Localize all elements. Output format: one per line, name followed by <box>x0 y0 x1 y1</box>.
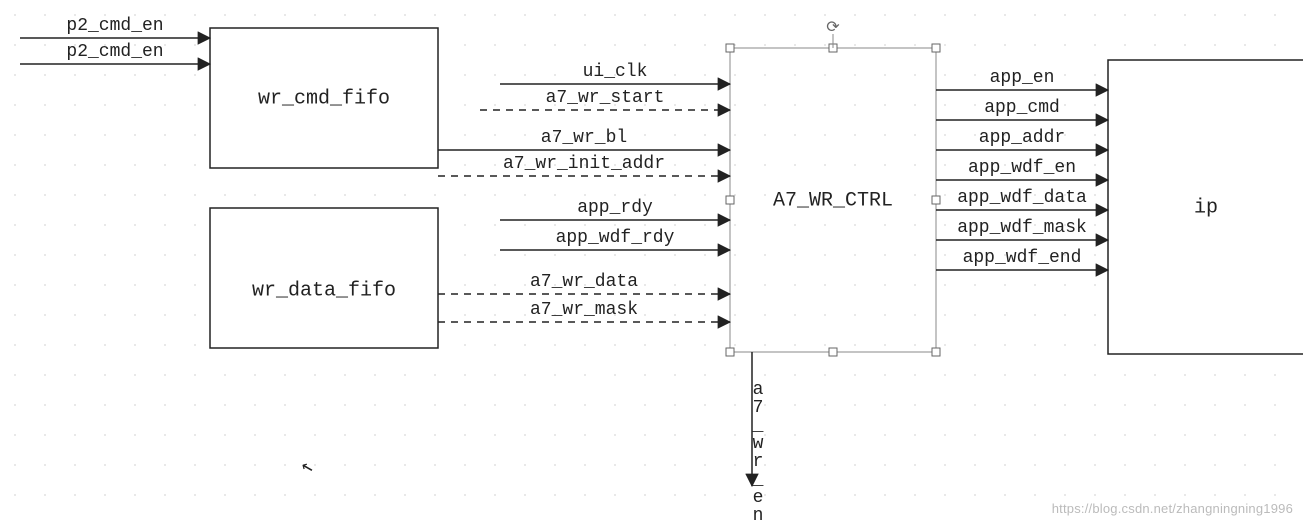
signal-label: app_wdf_mask <box>957 218 1087 238</box>
signal-label: app_wdf_rdy <box>556 228 675 248</box>
box-label: wr_data_fifo <box>252 279 396 302</box>
signal-label: a7_wr_data <box>530 272 638 292</box>
block-a7-wr-ctrl[interactable]: A7_WR_CTRL ⟳ <box>726 19 940 356</box>
handle-ne[interactable] <box>932 44 940 52</box>
handle-sw[interactable] <box>726 348 734 356</box>
block-wr-cmd-fifo: wr_cmd_fifo <box>210 28 438 168</box>
signal-label: p2_cmd_en <box>66 16 163 36</box>
signal-label: p2_cmd_en <box>66 42 163 62</box>
diagram-canvas: wr_cmd_fifo wr_data_fifo A7_WR_CTRL ⟳ ip <box>0 0 1303 522</box>
signal-label: app_cmd <box>984 98 1060 118</box>
handle-s[interactable] <box>829 348 837 356</box>
signal-label: app_rdy <box>577 198 653 218</box>
block-wr-data-fifo: wr_data_fifo <box>210 208 438 348</box>
signal-label: a7_wr_start <box>546 88 665 108</box>
signal-a7-wr-end: a7_wr_end <box>748 352 768 522</box>
handle-nw[interactable] <box>726 44 734 52</box>
block-ip: ip <box>1108 60 1303 354</box>
signal-label: app_addr <box>979 128 1065 148</box>
signals-to-ip: app_en app_cmd app_addr app_wdf_en app_wdf_d… <box>936 68 1108 270</box>
signal-label: a7_wr_end <box>748 380 768 522</box>
signal-label: ui_clk <box>583 62 648 82</box>
box-label: wr_cmd_fifo <box>258 87 390 110</box>
signal-label: app_wdf_data <box>957 188 1087 208</box>
signal-label: app_en <box>990 68 1055 88</box>
signals-to-ctrl: ui_clk a7_wr_start a7_wr_bl a7_wr_init_addr… <box>438 62 730 322</box>
handle-se[interactable] <box>932 348 940 356</box>
handle-e[interactable] <box>932 196 940 204</box>
rotate-icon[interactable]: ⟳ <box>826 19 840 37</box>
signal-label: a7_wr_bl <box>541 128 627 148</box>
signals-in-left: p2_cmd_en p2_cmd_en <box>20 16 210 64</box>
watermark-text: https://blog.csdn.net/zhangningning1996 <box>1052 501 1293 516</box>
box-rect <box>210 208 438 348</box>
signal-label: app_wdf_en <box>968 158 1076 178</box>
box-label: A7_WR_CTRL <box>773 189 893 212</box>
rotate-handle[interactable]: ⟳ <box>826 19 840 48</box>
handle-w[interactable] <box>726 196 734 204</box>
signal-label: a7_wr_mask <box>530 300 638 320</box>
signal-label: a7_wr_init_addr <box>503 154 665 174</box>
signal-label: app_wdf_end <box>963 248 1082 268</box>
box-label: ip <box>1194 196 1218 219</box>
